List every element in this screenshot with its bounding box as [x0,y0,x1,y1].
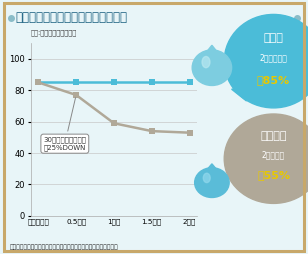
Text: 約55%: 約55% [257,170,290,180]
Ellipse shape [202,56,210,68]
Text: 30分を越えた段階で
約25%DOWN: 30分を越えた段階で 約25%DOWN [43,98,86,151]
Text: 出典：東京ガス（株）「床暖房になると、空気のいい家になる。」: 出典：東京ガス（株）「床暖房になると、空気のいい家になる。」 [9,245,118,250]
Ellipse shape [203,173,210,183]
Text: 床暖房: 床暖房 [264,33,283,43]
Circle shape [224,114,308,203]
Ellipse shape [195,168,229,197]
Polygon shape [232,87,253,101]
Polygon shape [197,45,227,64]
Text: 約85%: 約85% [257,75,290,85]
Ellipse shape [192,50,232,85]
Text: エアコンと床暖房の肌水分量の推移: エアコンと床暖房の肌水分量の推移 [15,11,127,24]
Text: 2時間後でも: 2時間後でも [260,53,287,62]
Text: エアコン: エアコン [260,131,287,141]
Text: 単位:マイクロジーメンス: 単位:マイクロジーメンス [31,30,77,36]
Text: 2時間後に: 2時間後に [262,151,285,160]
Circle shape [224,14,308,108]
Polygon shape [232,132,253,148]
Polygon shape [199,164,225,180]
